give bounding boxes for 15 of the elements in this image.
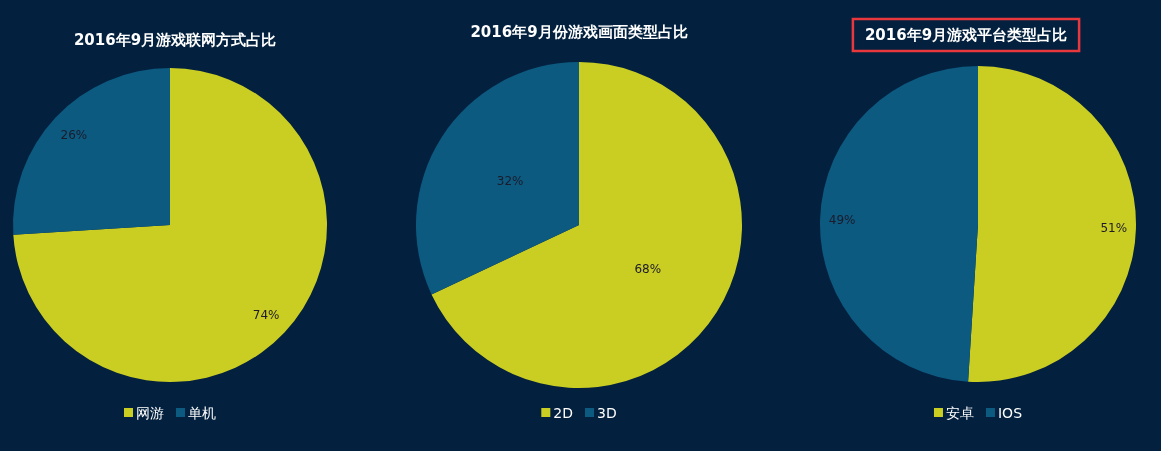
title: 2016年9月份游戏画面类型占比 (470, 23, 688, 41)
data-label: 51% (1100, 221, 1128, 236)
data-label: 74% (252, 308, 280, 323)
data-label: 32% (496, 174, 524, 189)
legend-label: 网游 (136, 405, 164, 421)
data-label: 68% (634, 261, 662, 276)
data-label: 26% (60, 127, 88, 142)
legend-label: 3D (597, 405, 617, 421)
legend-label: 2D (553, 405, 573, 421)
title: 2016年9月游戏平台类型占比 (864, 26, 1068, 44)
title: 2016年9月游戏联网方式占比 (73, 31, 277, 49)
legend-label: 单机 (188, 405, 216, 421)
legend-label: IOS (998, 405, 1022, 421)
data-label: 49% (828, 212, 856, 227)
legend-label: 安卓 (946, 405, 974, 421)
